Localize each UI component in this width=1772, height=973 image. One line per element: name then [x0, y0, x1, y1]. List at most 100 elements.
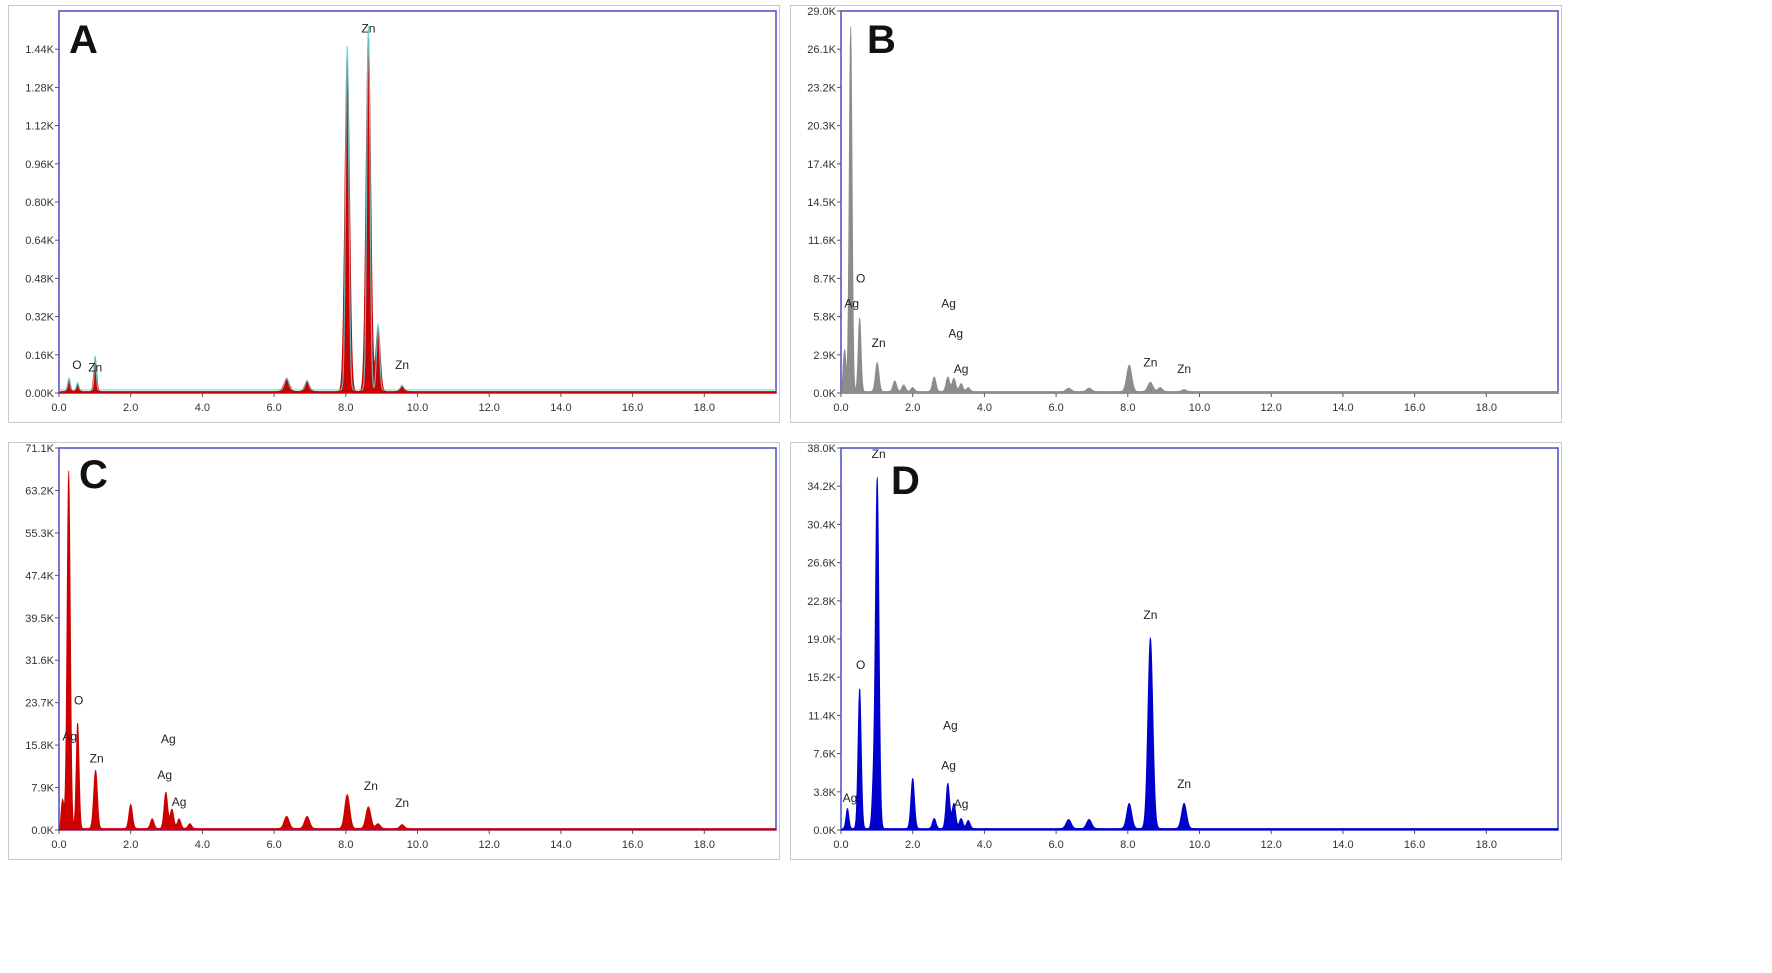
- peak-label: O: [856, 658, 865, 672]
- peak-label: Ag: [844, 296, 859, 310]
- x-tick-label: 8.0: [1120, 839, 1135, 851]
- plot-frame: [58, 10, 777, 394]
- x-tick-label: 12.0: [1260, 402, 1281, 414]
- x-tick-label: 16.0: [622, 839, 643, 851]
- x-tick-label: 16.0: [622, 402, 643, 414]
- x-tick-label: 10.0: [407, 402, 428, 414]
- x-tick-label: 12.0: [478, 402, 499, 414]
- y-tick-label: 8.7K: [813, 273, 836, 285]
- peak-label: Ag: [172, 795, 187, 809]
- peak-label: Zn: [872, 336, 886, 350]
- peak-label: O: [72, 358, 81, 372]
- x-tick-label: 12.0: [1260, 839, 1281, 851]
- peak-label: O: [856, 271, 865, 285]
- x-tick-label: 2.0: [905, 402, 920, 414]
- peak-label: Zn: [395, 358, 409, 372]
- panel-a: 0.00K 0.16K 0.32K 0.48K 0.64K 0.80K 0.96K 1.12K…: [8, 5, 780, 423]
- spectrum-overlay-line: [59, 26, 776, 391]
- y-tick-label: 71.1K: [25, 443, 54, 455]
- x-tick-label: 18.0: [1476, 402, 1497, 414]
- panel-c: 0.0K 7.9K 15.8K 23.7K 31.6K 39.5K 47.4K 55.3K 63…: [8, 442, 780, 860]
- spectrum-chart-b: 0.0K 2.9K 5.8K 8.7K 11.6K 14.5K 17.4K 20.3K 23.2…: [807, 6, 1559, 414]
- y-tick-label: 38.0K: [807, 443, 836, 455]
- y-tick-label: 7.9K: [31, 783, 54, 795]
- x-tick-label: 8.0: [338, 839, 353, 851]
- x-tick-label: 8.0: [1120, 402, 1135, 414]
- panel-b: 0.0K 2.9K 5.8K 8.7K 11.6K 14.5K 17.4K 20.3K 23.2…: [790, 5, 1562, 423]
- peak-label: Ag: [161, 732, 176, 746]
- panel-d: 0.0K 3.8K 7.6K 11.4K 15.2K 19.0K 22.8K 26.6K 30.…: [790, 442, 1562, 860]
- peak-label: Zn: [90, 751, 104, 765]
- y-tick-label: 1.44K: [25, 44, 54, 56]
- x-tick-label: 4.0: [977, 839, 992, 851]
- y-tick-label: 19.0K: [807, 634, 836, 646]
- x-tick-label: 6.0: [1048, 402, 1063, 414]
- x-tick-label: 18.0: [694, 402, 715, 414]
- x-tick-label: 10.0: [1189, 839, 1210, 851]
- x-tick-label: 2.0: [905, 839, 920, 851]
- y-tick-label: 0.64K: [25, 235, 54, 247]
- x-tick-label: 4.0: [195, 839, 210, 851]
- y-tick-label: 0.0K: [813, 825, 836, 837]
- peak-label: Ag: [954, 797, 969, 811]
- peak-label: Ag: [943, 718, 958, 732]
- y-tick-label: 0.0K: [31, 825, 54, 837]
- y-tick-label: 34.2K: [807, 481, 836, 493]
- y-tick-label: 0.32K: [25, 312, 54, 324]
- y-tick-label: 31.6K: [25, 655, 54, 667]
- y-tick-label: 1.12K: [25, 121, 54, 133]
- plot-frame: [840, 10, 1559, 394]
- y-tick-label: 20.3K: [807, 121, 836, 133]
- spectrum-chart-a: 0.00K 0.16K 0.32K 0.48K 0.64K 0.80K 0.96K 1.12K…: [25, 10, 777, 414]
- y-tick-label: 14.5K: [807, 197, 836, 209]
- y-tick-label: 29.0K: [807, 6, 836, 18]
- peak-label: Zn: [872, 447, 886, 461]
- y-tick-label: 26.1K: [807, 44, 836, 56]
- spectrum-area: [839, 477, 1559, 831]
- peak-label: Zn: [364, 779, 378, 793]
- peak-label: Zn: [1143, 608, 1157, 622]
- y-tick-label: 15.2K: [807, 672, 836, 684]
- spectrum-area: [840, 26, 1559, 394]
- y-tick-label: 63.2K: [25, 485, 54, 497]
- peak-label: Ag: [941, 759, 956, 773]
- x-tick-label: 4.0: [977, 402, 992, 414]
- panel-label-c: C: [79, 453, 108, 497]
- x-tick-label: 4.0: [195, 402, 210, 414]
- x-tick-label: 10.0: [407, 839, 428, 851]
- y-tick-label: 30.4K: [807, 519, 836, 531]
- y-tick-label: 2.9K: [813, 350, 836, 362]
- x-tick-label: 14.0: [1332, 402, 1353, 414]
- peak-label: Ag: [157, 768, 172, 782]
- y-tick-label: 39.5K: [25, 613, 54, 625]
- peak-label: Ag: [62, 730, 77, 744]
- x-tick-label: 12.0: [478, 839, 499, 851]
- peak-label: Ag: [843, 791, 858, 805]
- peak-label: Zn: [1143, 356, 1157, 370]
- plot-frame: [58, 447, 777, 831]
- x-tick-label: 16.0: [1404, 402, 1425, 414]
- x-tick-label: 6.0: [266, 402, 281, 414]
- x-tick-label: 8.0: [338, 402, 353, 414]
- y-tick-label: 11.6K: [808, 235, 837, 247]
- peak-label: Zn: [88, 361, 102, 375]
- y-tick-label: 11.4K: [808, 710, 837, 722]
- y-tick-label: 0.80K: [25, 197, 54, 209]
- x-tick-label: 14.0: [550, 839, 571, 851]
- peak-label: Zn: [361, 21, 375, 35]
- y-tick-label: 17.4K: [807, 159, 836, 171]
- y-tick-label: 0.16K: [25, 350, 54, 362]
- y-tick-label: 26.6K: [807, 558, 836, 570]
- y-tick-label: 7.6K: [813, 749, 836, 761]
- peak-label: Ag: [941, 296, 956, 310]
- peak-label: Ag: [948, 327, 963, 341]
- spectrum-chart-d: 0.0K 3.8K 7.6K 11.4K 15.2K 19.0K 22.8K 26.6K 30.…: [807, 443, 1559, 851]
- panel-label-d: D: [891, 459, 920, 503]
- y-tick-label: 1.28K: [25, 82, 54, 94]
- x-tick-label: 0.0: [51, 402, 66, 414]
- x-tick-label: 0.0: [833, 402, 848, 414]
- x-tick-label: 18.0: [694, 839, 715, 851]
- y-tick-label: 0.48K: [25, 273, 54, 285]
- x-tick-label: 0.0: [833, 839, 848, 851]
- spectrum-chart-c: 0.0K 7.9K 15.8K 23.7K 31.6K 39.5K 47.4K 55.3K 63…: [25, 443, 777, 851]
